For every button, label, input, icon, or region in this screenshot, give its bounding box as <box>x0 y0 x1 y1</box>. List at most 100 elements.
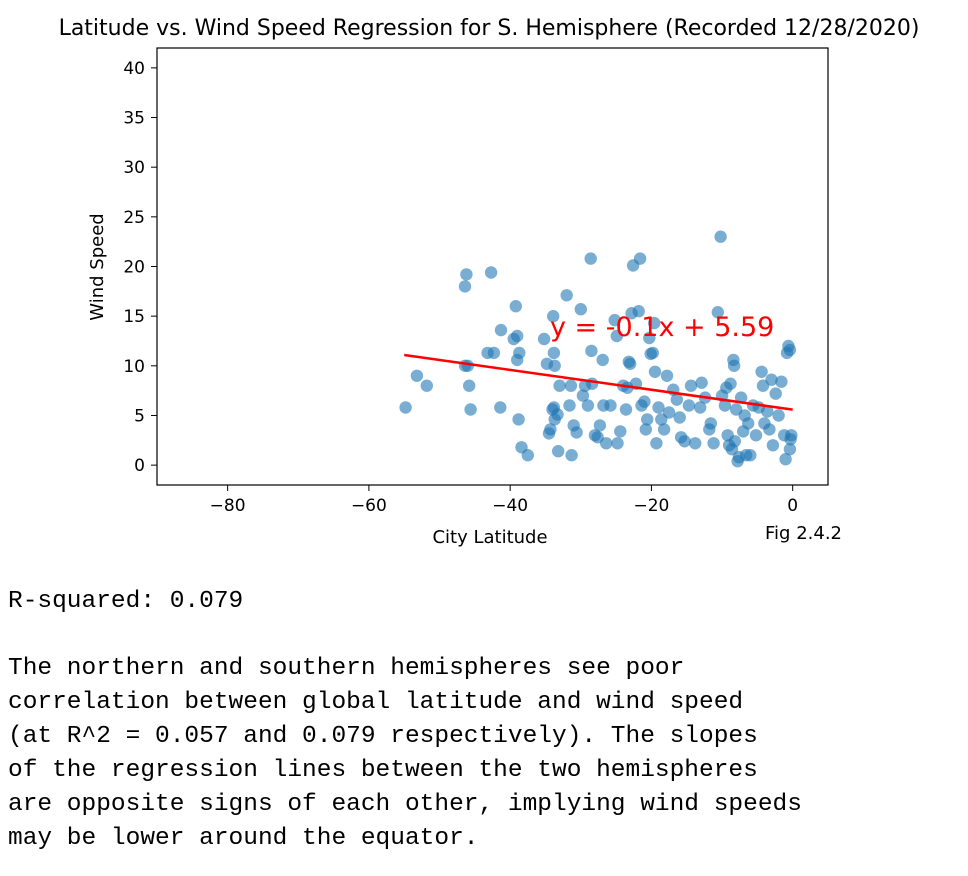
data-point <box>648 365 662 378</box>
data-point <box>670 393 683 406</box>
data-point <box>570 426 583 439</box>
data-point <box>704 417 717 430</box>
data-point <box>638 395 651 408</box>
data-point <box>494 401 507 414</box>
y-tick-label: 0 <box>134 456 145 476</box>
data-point <box>765 373 778 386</box>
x-tick-label: −20 <box>633 496 669 516</box>
data-point <box>537 332 551 346</box>
x-tick-label: −40 <box>492 496 528 516</box>
data-point <box>548 359 561 372</box>
chart-title: Latitude vs. Wind Speed Regression for S… <box>59 16 920 41</box>
data-point <box>511 329 524 343</box>
data-point <box>494 323 508 337</box>
data-point <box>511 353 524 367</box>
y-tick-label: 5 <box>134 406 145 426</box>
y-tick-label: 10 <box>123 357 145 377</box>
data-point <box>711 306 724 319</box>
data-point <box>604 399 617 412</box>
data-point <box>695 376 708 389</box>
data-point <box>775 375 788 388</box>
data-point <box>639 423 652 436</box>
data-point <box>727 359 741 372</box>
data-point <box>755 365 768 378</box>
data-point <box>652 401 665 414</box>
x-axis-label: City Latitude <box>432 527 547 548</box>
data-point <box>714 230 727 243</box>
data-point <box>779 453 792 466</box>
data-point <box>544 423 557 436</box>
data-point <box>619 403 633 416</box>
data-points <box>399 230 798 468</box>
data-point <box>565 449 578 462</box>
data-point <box>724 377 737 390</box>
data-point <box>596 353 609 367</box>
data-point <box>512 413 525 426</box>
data-point <box>660 369 674 382</box>
data-point <box>650 437 663 450</box>
data-point <box>458 280 472 293</box>
data-point <box>742 417 755 430</box>
data-point <box>410 369 424 382</box>
data-point <box>585 344 598 358</box>
data-point <box>463 379 476 392</box>
regression-line <box>404 353 793 411</box>
data-point <box>673 411 686 424</box>
data-point <box>581 399 595 412</box>
data-point <box>689 437 702 450</box>
data-point <box>563 399 576 412</box>
data-point <box>564 379 578 392</box>
data-point <box>553 379 566 392</box>
data-point <box>783 343 797 357</box>
data-point <box>560 289 573 302</box>
data-point <box>694 401 707 414</box>
data-point <box>509 300 522 313</box>
data-point <box>763 423 776 436</box>
x-tick-label: −80 <box>210 496 246 516</box>
data-point <box>783 443 797 456</box>
analysis-paragraph: The northern and southern hemispheres se… <box>8 655 802 852</box>
data-point <box>481 346 494 360</box>
data-point <box>608 313 621 327</box>
data-point <box>614 425 627 438</box>
x-tick-label: 0 <box>787 496 798 516</box>
data-point <box>769 387 782 400</box>
data-point <box>611 437 624 450</box>
y-tick-label: 40 <box>123 59 145 79</box>
data-point <box>593 419 607 432</box>
data-point <box>744 449 757 462</box>
data-point <box>464 403 477 416</box>
data-point <box>584 252 597 265</box>
x-tick-label: −60 <box>351 496 387 516</box>
data-point <box>761 405 774 418</box>
data-point <box>657 423 671 436</box>
regression <box>404 353 793 411</box>
scatter-chart: Latitude vs. Wind Speed Regression for S… <box>59 16 920 548</box>
data-point <box>678 435 691 448</box>
data-point <box>718 399 732 412</box>
data-point <box>547 310 560 323</box>
axis-ticks: −80 −60 −40 −20 0 0 5 10 15 20 25 30 35 40 <box>123 59 798 516</box>
data-point <box>646 346 659 360</box>
data-point <box>632 305 645 318</box>
data-point <box>728 435 741 448</box>
figure-label: Fig 2.4.2 <box>765 523 842 544</box>
data-point <box>643 331 656 345</box>
y-axis-label: Wind Speed <box>87 213 108 320</box>
data-point <box>610 329 623 343</box>
y-tick-label: 15 <box>123 307 145 327</box>
data-point <box>641 413 654 426</box>
data-point <box>648 316 661 330</box>
data-point <box>552 445 565 458</box>
data-point <box>662 406 676 419</box>
r-squared-text: R-squared: 0.079 <box>8 588 244 615</box>
data-point <box>707 437 720 450</box>
data-point <box>585 377 599 390</box>
data-point <box>682 399 696 412</box>
data-point <box>633 252 647 265</box>
data-point <box>749 429 763 442</box>
data-point <box>576 389 590 402</box>
data-point <box>521 449 534 462</box>
data-point <box>600 437 613 450</box>
y-tick-label: 30 <box>123 158 145 178</box>
